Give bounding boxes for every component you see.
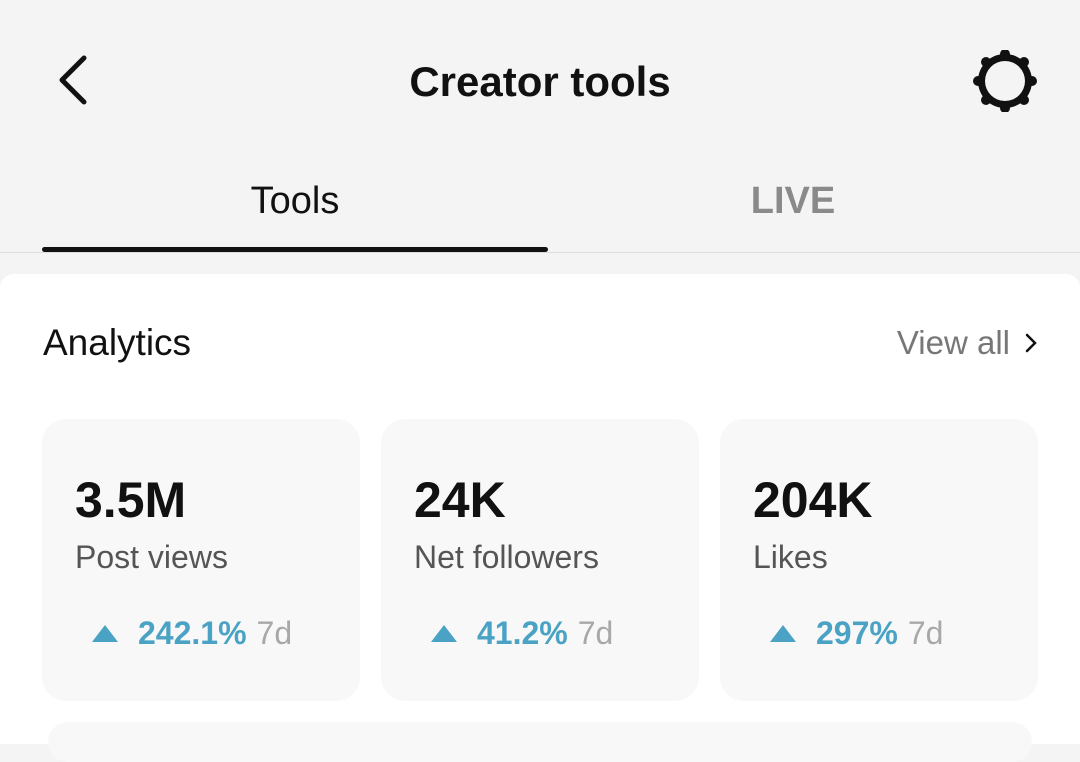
view-all-link[interactable]: View all xyxy=(897,324,1038,362)
change-period: 7d xyxy=(256,615,293,651)
stat-change: 242.1% 7d xyxy=(92,615,292,652)
stat-card-likes[interactable]: 204K Likes 297% 7d xyxy=(720,419,1038,701)
triangle-up-icon xyxy=(92,625,118,642)
chevron-right-icon xyxy=(1025,333,1037,353)
change-percent: 297% xyxy=(816,615,898,651)
tab-tools[interactable]: Tools xyxy=(250,180,340,222)
change-period: 7d xyxy=(577,615,614,651)
change-percent: 41.2% xyxy=(477,615,568,651)
section-title: Analytics xyxy=(43,322,192,363)
back-icon[interactable] xyxy=(50,50,100,110)
change-percent: 242.1% xyxy=(138,615,247,651)
next-card xyxy=(48,722,1032,762)
gear-icon[interactable] xyxy=(972,50,1038,112)
view-all-label: View all xyxy=(896,324,1010,361)
stat-value: 24K xyxy=(414,472,506,528)
stat-change: 297% 7d xyxy=(770,615,943,652)
triangle-up-icon xyxy=(431,625,457,642)
header: Creator tools xyxy=(0,0,1080,160)
analytics-section: Analytics View all 3.5M Post views 242.1… xyxy=(0,274,1080,762)
change-period: 7d xyxy=(907,615,944,651)
tab-live[interactable]: LIVE xyxy=(750,180,836,222)
stat-change: 41.2% 7d xyxy=(431,615,613,652)
page-title: Creator tools xyxy=(409,58,671,105)
stat-card-net-followers[interactable]: 24K Net followers 41.2% 7d xyxy=(381,419,699,701)
stat-value: 204K xyxy=(753,472,873,528)
stat-label: Post views xyxy=(75,539,228,575)
triangle-up-icon xyxy=(770,625,796,642)
stat-label: Likes xyxy=(753,539,828,575)
stat-value: 3.5M xyxy=(75,472,187,528)
tab-bar: Tools LIVE xyxy=(0,160,1080,253)
stat-card-post-views[interactable]: 3.5M Post views 242.1% 7d xyxy=(42,419,360,701)
active-tab-indicator xyxy=(42,247,548,252)
stat-label: Net followers xyxy=(414,539,599,575)
